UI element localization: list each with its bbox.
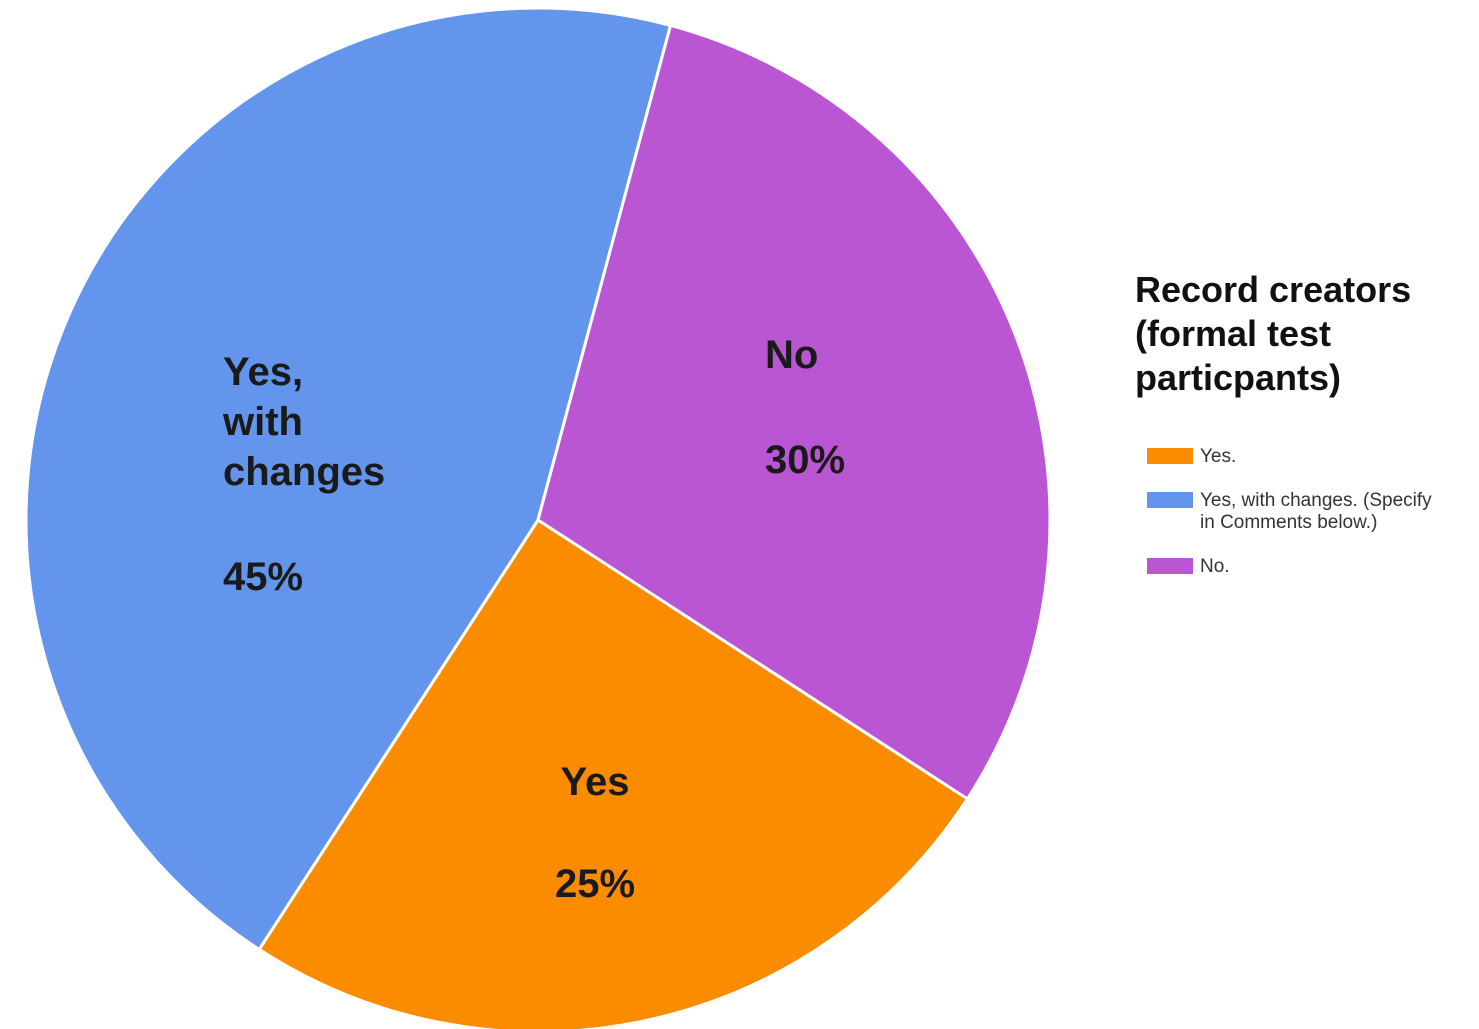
slice-percent-label: 30% bbox=[765, 438, 845, 482]
pie-slice bbox=[24, 6, 673, 952]
slice-percent-label: 25% bbox=[555, 862, 635, 906]
pie-slice-labels: Yes 25% Yes, with changes 45% No 30% bbox=[222, 333, 845, 906]
legend-label-line: No. bbox=[1200, 556, 1230, 577]
legend-label-line: Yes. bbox=[1200, 446, 1236, 467]
legend-items: Yes. Yes, with changes. (Specify in Commen… bbox=[1147, 446, 1432, 577]
legend-swatch bbox=[1147, 492, 1193, 508]
legend-label-line: in Comments below.) bbox=[1200, 512, 1377, 533]
pie-slice bbox=[257, 517, 970, 1029]
legend-label-line: Yes, with changes. (Specify bbox=[1200, 490, 1432, 511]
legend-title: Record creators (formal test particpants… bbox=[1135, 269, 1421, 398]
slice-label-line: Yes, bbox=[223, 350, 303, 394]
legend-title-line: (formal test bbox=[1135, 313, 1331, 354]
legend-label: No. bbox=[1200, 556, 1230, 577]
legend-item: Yes, with changes. (Specify in Comments b… bbox=[1147, 490, 1432, 533]
legend-label: Yes. bbox=[1200, 446, 1236, 467]
slice-label: Yes, with changes 45% bbox=[222, 350, 385, 599]
legend-title-line: Record creators bbox=[1135, 269, 1411, 310]
slice-label-line: No bbox=[765, 333, 818, 377]
legend-title-line: particpants) bbox=[1135, 357, 1341, 398]
legend-swatch bbox=[1147, 558, 1193, 574]
legend: Record creators (formal test particpants… bbox=[1135, 269, 1432, 577]
slice-label: No 30% bbox=[765, 333, 845, 482]
slice-label-line: Yes bbox=[561, 760, 630, 804]
slice-label: Yes 25% bbox=[555, 760, 635, 906]
legend-item: Yes. bbox=[1147, 446, 1236, 467]
legend-label: Yes, with changes. (Specify in Comments b… bbox=[1200, 490, 1432, 533]
legend-item: No. bbox=[1147, 556, 1230, 577]
slice-label-line: with bbox=[222, 400, 303, 444]
pie-slices bbox=[24, 6, 1052, 1029]
slice-label-line: changes bbox=[223, 450, 385, 494]
pie-slice bbox=[536, 23, 1052, 801]
legend-swatch bbox=[1147, 448, 1193, 464]
slice-percent-label: 45% bbox=[223, 555, 303, 599]
